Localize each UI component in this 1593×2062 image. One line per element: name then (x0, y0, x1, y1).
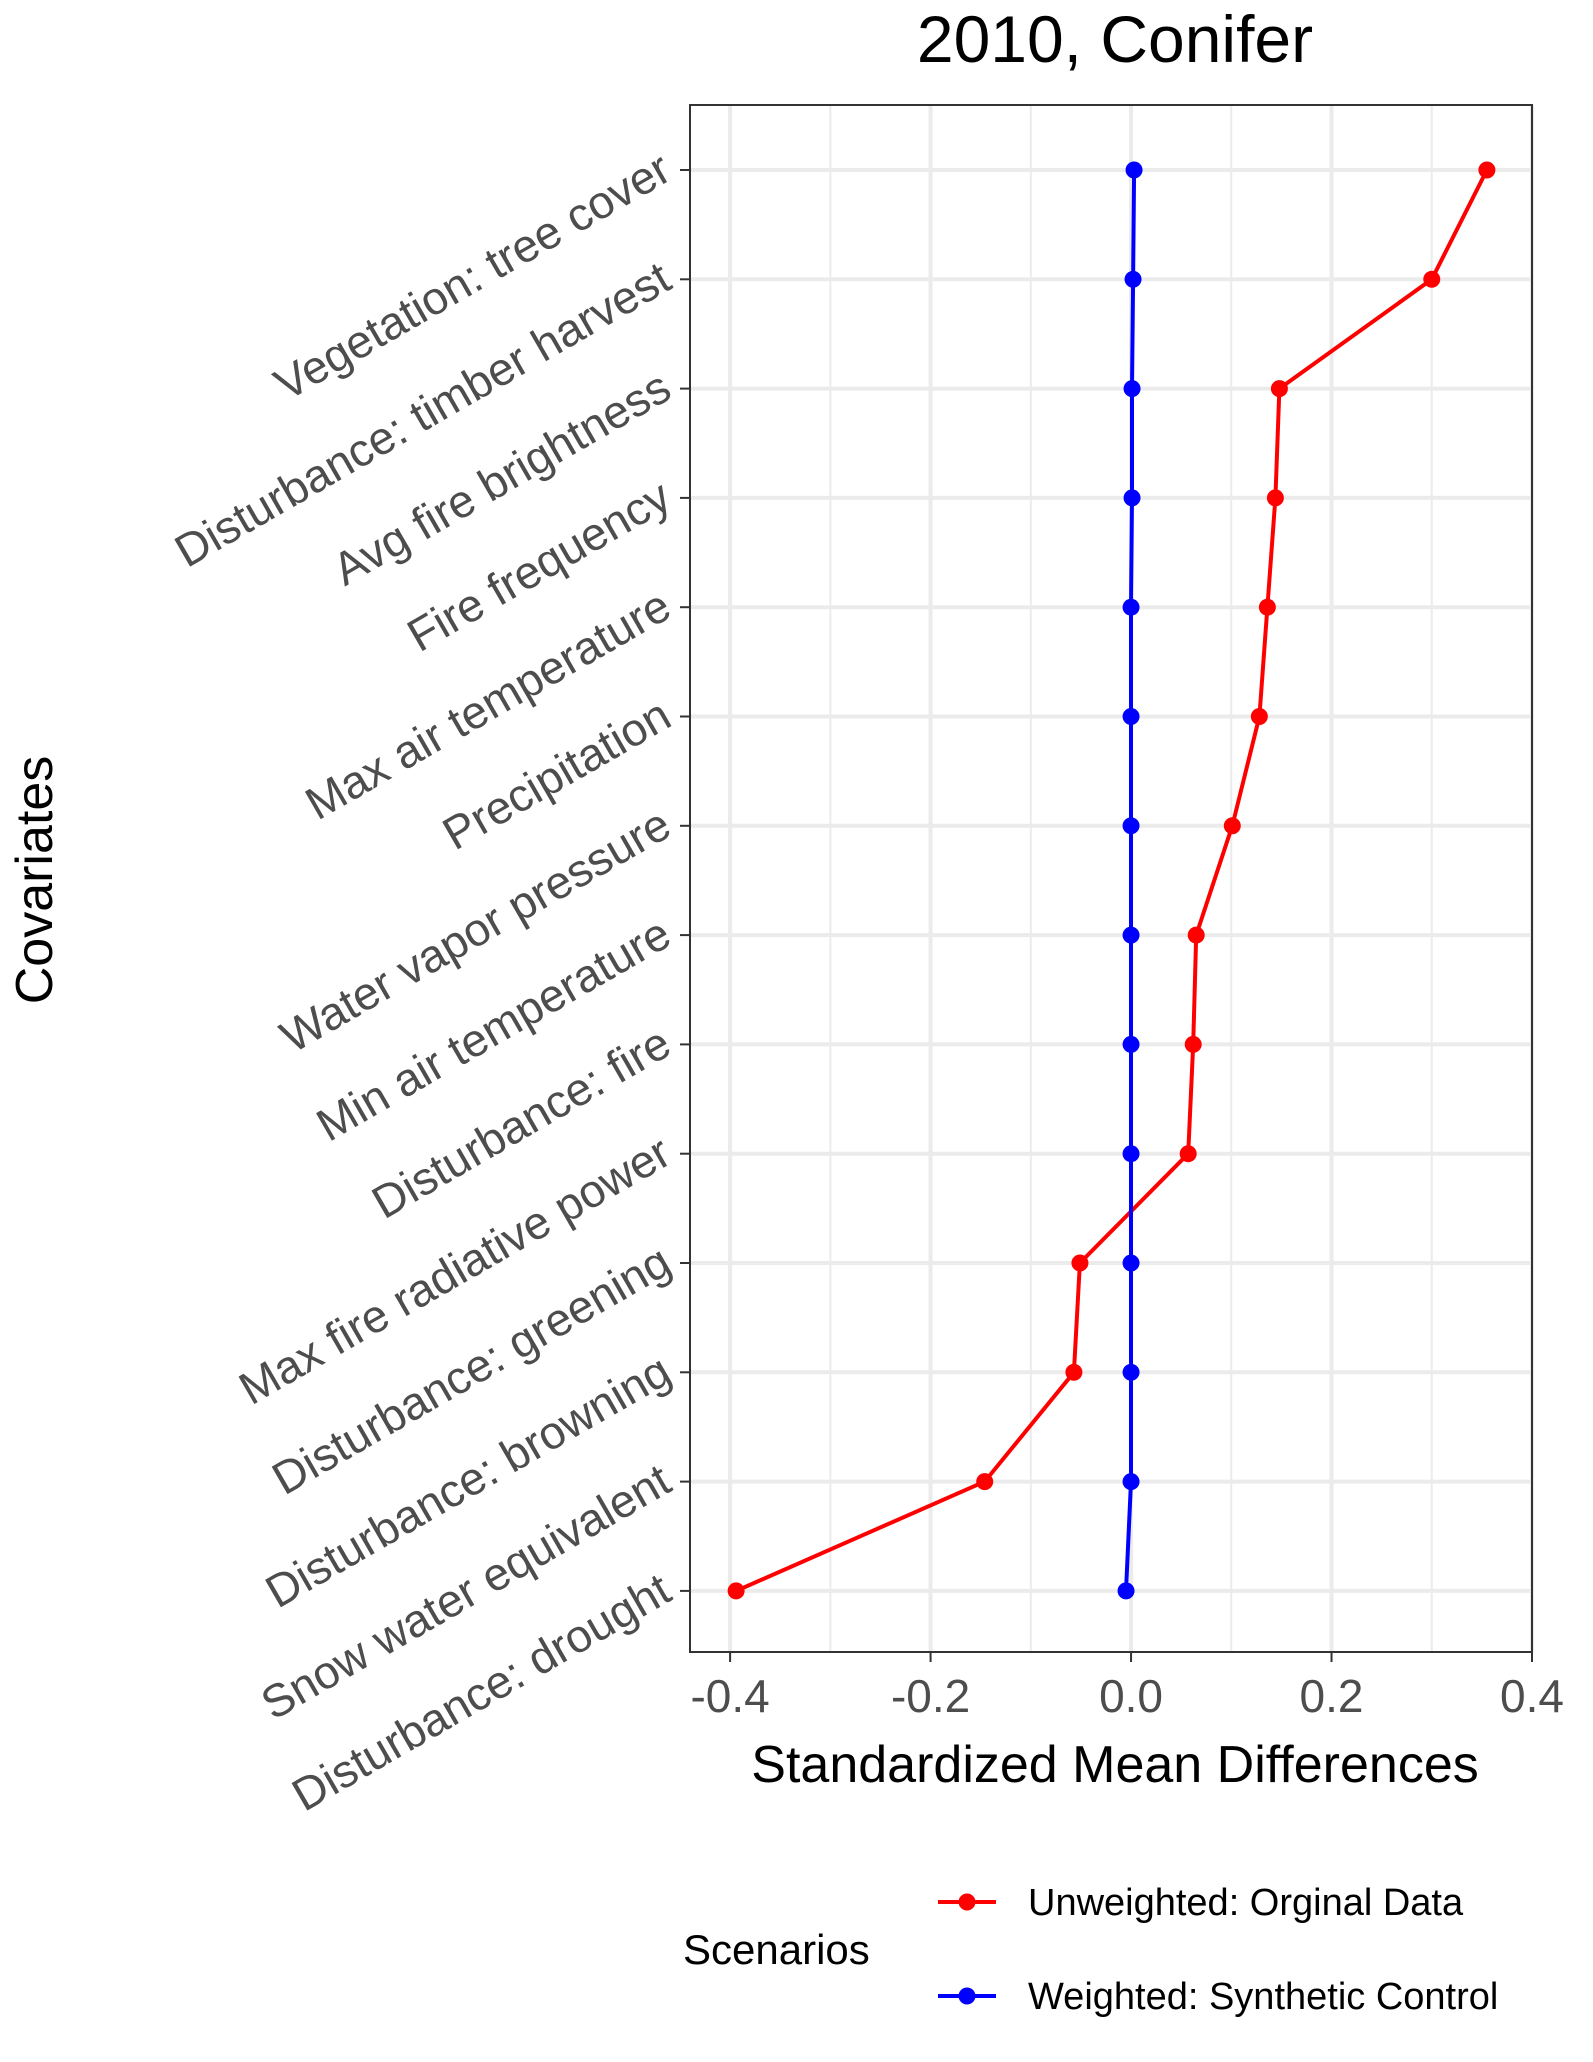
series-1-point (1250, 708, 1268, 725)
legend-title: Scenarios (683, 1926, 870, 1973)
series-1-point (1270, 380, 1288, 398)
series-1-point (1423, 270, 1441, 288)
panel-border (689, 104, 1533, 1653)
legend-entries: Unweighted: Orginal Data Weighted: Synthe… (938, 1882, 1498, 2018)
series-2-point (1122, 1363, 1140, 1381)
series-line-1 (735, 169, 1489, 1593)
legend: Scenarios Unweighted: Orginal Data Weight… (683, 1882, 1498, 2018)
series-1-point (1187, 926, 1205, 944)
series-2-point (1123, 489, 1141, 507)
legend-label: Weighted: Synthetic Control (1028, 1976, 1498, 2018)
series-1-point (727, 1582, 745, 1600)
series-1-point (1258, 598, 1276, 616)
x-tick-labels: -0.4 -0.2 0.0 0.2 0.4 (690, 1670, 1564, 1722)
chart-title: 2010, Conifer (917, 2, 1313, 76)
series-1-point (1179, 1145, 1197, 1163)
series-1-point (1266, 489, 1284, 507)
series-1-point (1071, 1254, 1089, 1272)
series-1-point (1184, 1035, 1202, 1053)
series-1-point (1065, 1363, 1083, 1381)
x-tick-label: -0.2 (891, 1670, 970, 1722)
series-2-point (1124, 270, 1142, 288)
x-tick-label: -0.4 (690, 1670, 769, 1722)
legend-label: Unweighted: Orginal Data (1028, 1882, 1464, 1924)
series-2-point (1122, 1473, 1140, 1491)
series-2-point (1125, 161, 1143, 179)
series-2-point (1122, 1254, 1140, 1272)
series-line-2 (1124, 169, 1137, 1591)
series-2-point (1117, 1582, 1135, 1600)
x-tick-label: 0.4 (1500, 1670, 1564, 1722)
legend-key-point (958, 1987, 976, 2005)
series-2-point (1123, 380, 1141, 398)
series-2-point (1122, 708, 1140, 725)
x-tick-label: 0.0 (1099, 1670, 1163, 1722)
series-1-point (1223, 817, 1241, 835)
x-axis-title: Standardized Mean Differences (751, 1736, 1478, 1794)
series-1-point (1478, 161, 1496, 179)
series-2-point (1122, 1145, 1140, 1163)
series-2-point (1122, 1035, 1140, 1053)
series-1-point (976, 1473, 994, 1491)
y-axis-title: Covariates (6, 756, 64, 1005)
plot-background (690, 105, 1532, 1652)
series-2-point (1122, 598, 1140, 616)
x-tick-label: 0.2 (1300, 1670, 1364, 1722)
series-2-point (1122, 926, 1140, 944)
legend-key-point (958, 1893, 976, 1911)
series-2-point (1122, 817, 1140, 835)
plot-panel (680, 104, 1534, 1662)
